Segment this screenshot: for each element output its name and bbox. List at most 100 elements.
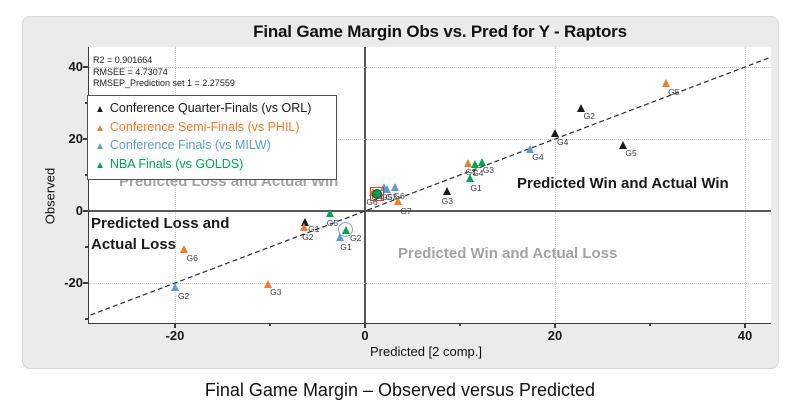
point-label-G3: G3 [441,195,453,206]
point-label-G6: G6 [186,252,198,263]
legend-item-1[interactable]: ▲ Conference Quarter-Finals (vs ORL) [95,100,329,119]
data-point-series1-G2[interactable] [577,103,586,112]
legend-triangle-icon: ▲ [95,104,105,115]
data-point-series1-G4[interactable] [550,129,559,138]
data-point-series4-G3[interactable] [478,157,487,166]
data-point-series2-G1[interactable] [464,159,473,168]
x-minor-tick [269,323,271,326]
y-gridline [89,139,771,140]
data-point-series2-G6[interactable] [180,245,188,254]
point-label-G2: G2 [350,233,362,244]
x-gridline [175,47,176,323]
x-zero-line [364,47,366,323]
point-label-G1: G1 [308,224,320,235]
quadrant-label-bottom-left-line1: Predicted Loss and [91,215,230,232]
point-label-G1: G1 [465,166,477,177]
data-point-series4-G1[interactable] [465,174,474,183]
data-point-series1-G1[interactable] [300,217,309,226]
quadrant-label-bottom-right: Predicted Win and Actual Loss [398,245,618,262]
point-label-G3: G3 [270,287,282,298]
data-point-series1-G5[interactable] [618,140,627,149]
y-minor-tick [84,318,88,320]
legend-box: ▲ Conference Quarter-Finals (vs ORL) ▲ Conf… [87,95,337,180]
x-tick [744,323,746,328]
y-minor-tick [84,174,88,176]
legend-triangle-icon: ▲ [95,141,105,152]
data-point-series3-G1[interactable] [335,233,344,242]
selection-square-outline [369,186,384,201]
model-stat-line: RMSEP_Prediction set 1 = 2.27559 [93,78,235,88]
point-label-G6: G6 [366,197,378,208]
data-point-series2-G5[interactable] [661,79,670,88]
data-point-series2-G7[interactable] [393,197,402,206]
point-label-G1: G1 [470,182,482,193]
model-stats: R2 = 0.901664 RMSEE = 4.73074 RMSEP_Predic… [93,55,235,90]
point-label-G4: G4 [472,167,484,178]
identity-line-layer [90,57,770,316]
x-gridline [745,47,746,323]
x-tick [554,323,556,328]
quadrant-label-bottom-left-line2: Actual Loss [91,236,177,253]
point-label-G3: G3 [482,165,495,176]
identity-line [90,57,770,316]
x-axis-title: Predicted [2 comp.] [370,344,482,359]
data-point-series3-G6[interactable] [390,182,399,191]
legend-triangle-icon: ▲ [95,159,105,171]
legend-item-3[interactable]: ▲ Conference Finals (vs MILW) [95,137,329,156]
x-tick-label: 0 [361,328,369,343]
point-label-G5: G5 [326,217,339,228]
point-label-G3: G3 [385,192,398,203]
data-point-series1-G3[interactable] [443,187,452,196]
data-point-series2-G3[interactable] [263,279,272,288]
x-tick-label: 20 [547,328,563,343]
model-stat-line: R2 = 0.901664 [93,55,153,65]
point-label-G2: G2 [583,111,595,122]
x-tick-label: -20 [165,328,185,343]
legend-triangle-icon: ▲ [95,122,105,134]
data-point-series4-G5[interactable] [326,209,335,218]
y-tick-label: 20 [68,131,83,146]
legend-item-label: Conference Quarter-Finals (vs ORL) [109,101,312,115]
point-label-G1: G1 [340,241,352,252]
y-tick-label: 0 [75,203,83,218]
x-tick-label: 40 [737,328,753,343]
y-tick-label: 40 [68,59,83,74]
point-label-G6: G6 [393,191,405,202]
point-label-G4: G4 [532,152,544,163]
legend-item-2[interactable]: ▲ Conference Semi-Finals (vs PHIL) [95,119,329,138]
point-label-G5: G5 [668,86,680,97]
x-minor-tick [649,323,651,326]
figure-caption: Final Game Margin – Observed versus Pred… [204,380,596,400]
point-label-G4: G4 [557,136,569,147]
quadrant-label-bottom-left: Predicted Loss and Actual Loss [91,213,229,255]
data-point-series3-G2[interactable] [171,283,180,292]
y-minor-tick [84,246,88,248]
y-gridline [89,67,771,68]
point-label-G7: G7 [400,205,412,216]
x-tick [174,323,176,328]
y-minor-tick [84,102,88,104]
y-tick-label: -20 [64,275,83,290]
x-minor-tick [459,323,461,326]
legend-item-label: NBA Finals (vs GOLDS) [109,156,244,171]
y-tick [82,138,88,140]
chart-title: Final Game Margin Obs vs. Pred for Y - R… [253,22,627,41]
data-point-series2-G2[interactable] [299,223,308,232]
quadrant-label-top-right: Predicted Win and Actual Win [517,175,729,192]
legend-item-4[interactable]: ▲ NBA Finals (vs GOLDS) [95,156,329,175]
x-gridline [555,47,556,323]
x-tick [364,323,366,328]
y-tick [82,210,88,212]
legend-item-label: Conference Semi-Finals (vs PHIL) [109,119,300,134]
point-label-G2: G2 [177,290,190,301]
y-gridline [89,283,771,284]
data-point-series3-G4[interactable] [525,144,534,153]
y-tick [82,66,88,68]
data-point-series4-G6[interactable] [372,189,383,200]
point-label-G2: G2 [302,231,314,242]
legend-item-label: Conference Finals (vs MILW) [109,138,271,152]
model-stat-line: RMSEE = 4.73074 [93,66,168,77]
data-point-series4-G4[interactable] [470,160,479,169]
y-axis-title: Observed [42,167,58,225]
point-label-G5: G5 [381,191,393,202]
